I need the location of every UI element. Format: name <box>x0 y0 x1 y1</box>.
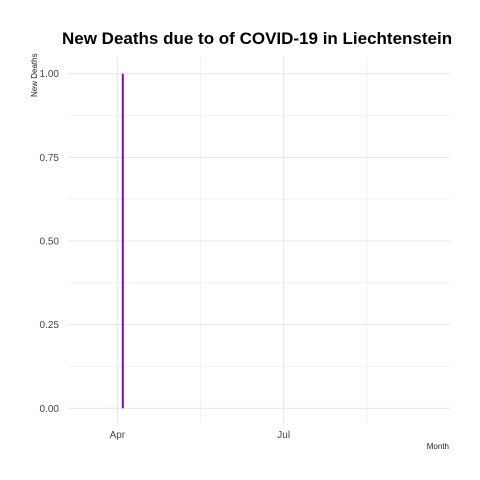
y-tick-label: 0.50 <box>40 237 60 248</box>
y-tick-label: 0.75 <box>40 153 60 164</box>
x-tick-label: Jul <box>277 430 290 441</box>
y-axis-title: New Deaths <box>30 53 39 97</box>
grid-lines <box>68 57 450 425</box>
chart-title: New Deaths due to of COVID-19 in Liechte… <box>62 29 452 48</box>
y-tick-label: 0.25 <box>40 320 60 331</box>
y-tick-label: 1.00 <box>40 69 60 80</box>
y-tick-label: 0.00 <box>40 404 60 415</box>
y-axis-ticks: 0.00 0.25 0.50 0.75 1.00 <box>40 69 60 415</box>
x-axis-title: Month <box>427 442 449 451</box>
x-tick-label: Apr <box>110 430 126 441</box>
x-axis-ticks: Apr Jul <box>110 430 291 441</box>
